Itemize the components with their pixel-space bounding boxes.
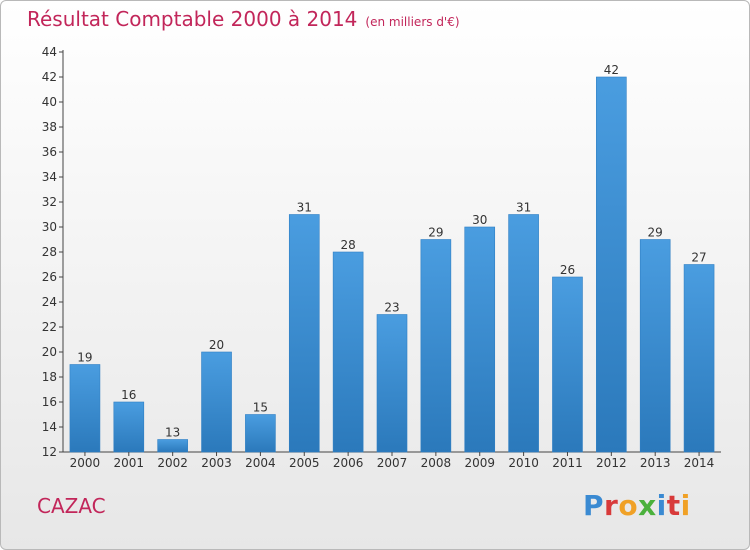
bar-value-label: 27 xyxy=(691,251,706,265)
bar xyxy=(245,414,276,453)
bar-value-label: 20 xyxy=(209,338,224,352)
x-tick-label: 2004 xyxy=(245,456,276,470)
bar xyxy=(288,214,320,453)
bar xyxy=(508,214,539,453)
x-tick-label: 2012 xyxy=(596,456,627,470)
proxiti-logo: Proxiti xyxy=(583,489,691,522)
bar-value-label: 19 xyxy=(77,351,92,365)
bar xyxy=(113,401,145,453)
y-tick-label: 18 xyxy=(42,370,57,384)
y-tick-label: 44 xyxy=(42,45,57,59)
bar xyxy=(332,251,364,453)
city-name: CAZAC xyxy=(37,494,106,518)
y-tick-label: 14 xyxy=(42,420,57,434)
x-tick-label: 2000 xyxy=(70,456,101,470)
bar xyxy=(157,439,188,453)
bar xyxy=(596,76,627,453)
bar-value-label: 26 xyxy=(560,263,575,277)
bar-value-label: 29 xyxy=(428,226,443,240)
y-tick-label: 34 xyxy=(42,170,57,184)
x-tick-label: 2009 xyxy=(464,456,495,470)
logo-letter: i xyxy=(656,489,667,522)
bar xyxy=(69,364,101,453)
y-tick-label: 40 xyxy=(42,95,57,109)
x-tick-label: 2005 xyxy=(289,456,320,470)
bar xyxy=(683,264,715,453)
bar-value-label: 30 xyxy=(472,213,487,227)
logo-letter: r xyxy=(604,489,619,522)
chart-title-unit: (en milliers d'€) xyxy=(365,15,460,29)
bar-value-label: 31 xyxy=(516,201,531,215)
logo-letter: x xyxy=(638,489,657,522)
logo-letter: o xyxy=(618,489,639,522)
bar-value-label: 16 xyxy=(121,388,136,402)
y-tick-label: 38 xyxy=(42,120,57,134)
logo-letter: P xyxy=(583,489,605,522)
x-tick-label: 2002 xyxy=(157,456,188,470)
bar xyxy=(552,276,583,453)
bar xyxy=(639,239,671,453)
bar-value-label: 42 xyxy=(604,63,619,77)
bar-value-label: 29 xyxy=(648,226,663,240)
x-tick-label: 2006 xyxy=(333,456,364,470)
y-tick-label: 36 xyxy=(42,145,57,159)
x-tick-label: 2007 xyxy=(377,456,408,470)
logo-letter: t xyxy=(666,489,681,522)
x-tick-label: 2003 xyxy=(201,456,232,470)
chart-title: Résultat Comptable 2000 à 2014 (en millie… xyxy=(27,7,460,31)
y-tick-label: 30 xyxy=(42,220,57,234)
chart-title-main: Résultat Comptable 2000 à 2014 xyxy=(27,7,358,31)
x-tick-label: 2011 xyxy=(552,456,583,470)
bar xyxy=(201,351,232,453)
x-tick-label: 2008 xyxy=(421,456,452,470)
x-tick-label: 2001 xyxy=(114,456,145,470)
y-tick-label: 32 xyxy=(42,195,57,209)
y-tick-label: 26 xyxy=(42,270,57,284)
bar-value-label: 15 xyxy=(253,401,268,415)
y-tick-label: 16 xyxy=(42,395,57,409)
x-tick-label: 2010 xyxy=(508,456,539,470)
y-tick-label: 24 xyxy=(42,295,57,309)
x-tick-label: 2013 xyxy=(640,456,671,470)
y-tick-label: 20 xyxy=(42,345,57,359)
y-tick-label: 12 xyxy=(42,445,57,459)
logo-letter: i xyxy=(680,489,691,522)
y-tick-label: 42 xyxy=(42,70,57,84)
bar xyxy=(420,239,452,453)
bar-value-label: 31 xyxy=(297,201,312,215)
bar-value-label: 28 xyxy=(340,238,355,252)
y-tick-label: 28 xyxy=(42,245,57,259)
bar xyxy=(464,226,496,453)
bar-value-label: 23 xyxy=(384,301,399,315)
bar xyxy=(376,314,408,453)
y-tick-label: 22 xyxy=(42,320,57,334)
x-tick-label: 2014 xyxy=(684,456,715,470)
bar-value-label: 13 xyxy=(165,426,180,440)
